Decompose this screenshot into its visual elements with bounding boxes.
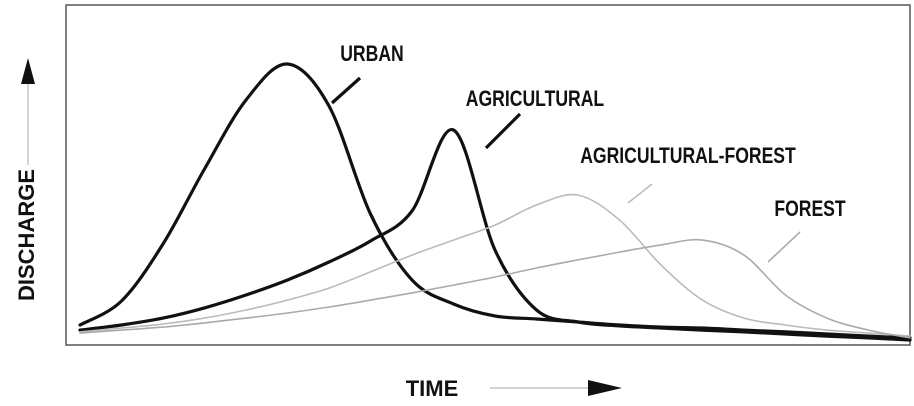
series-line bbox=[78, 62, 912, 340]
series-line bbox=[78, 128, 912, 342]
x-axis-label: TIME bbox=[406, 376, 459, 401]
series-label: AGRICULTURAL-FOREST bbox=[580, 144, 796, 168]
series-label: AGRICULTURAL bbox=[466, 87, 604, 111]
label-leader bbox=[627, 183, 653, 204]
label-leader bbox=[767, 231, 801, 263]
x-arrow-head bbox=[588, 380, 622, 396]
plot-frame bbox=[65, 4, 911, 346]
series-line bbox=[79, 238, 911, 339]
series-label: FOREST bbox=[774, 197, 845, 221]
y-arrow-head bbox=[21, 58, 35, 84]
series-line bbox=[79, 193, 911, 337]
series-label: URBAN bbox=[340, 42, 404, 66]
label-leader bbox=[330, 76, 362, 105]
y-axis-label: DISCHARGE bbox=[14, 169, 39, 301]
label-leader bbox=[484, 112, 522, 150]
